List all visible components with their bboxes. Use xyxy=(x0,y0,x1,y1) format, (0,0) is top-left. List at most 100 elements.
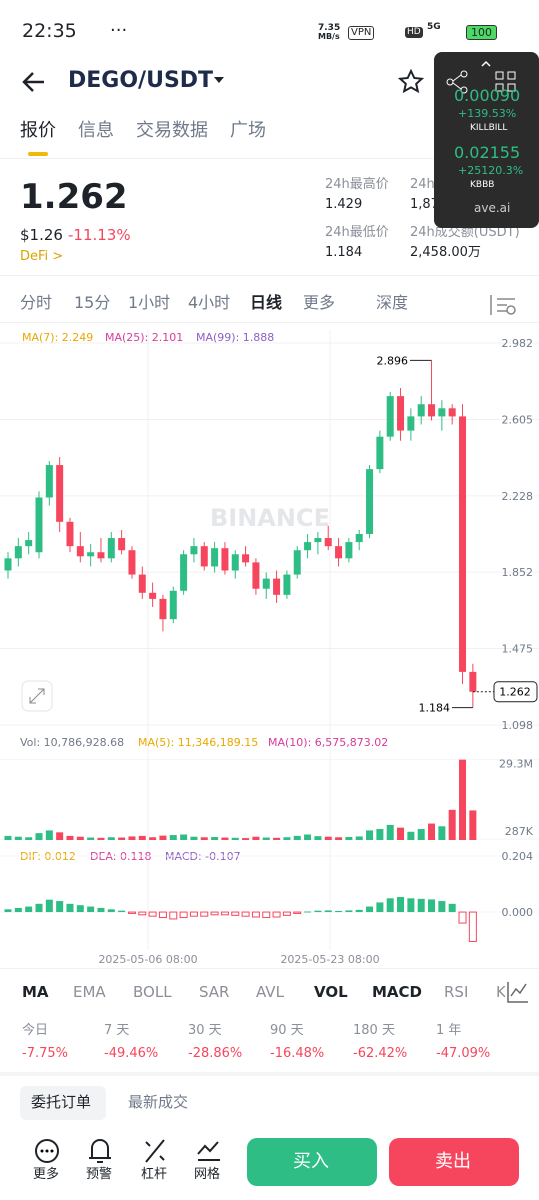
volume-bar xyxy=(335,837,343,840)
macd-bar xyxy=(138,911,147,916)
indicator-tab[interactable]: VOL xyxy=(314,983,348,1001)
macd-bar xyxy=(87,906,95,913)
ma-legend: MA(99): 1.888 xyxy=(196,331,274,344)
buy-button-bg[interactable] xyxy=(247,1138,377,1186)
volume-bar xyxy=(138,835,146,840)
pair-title[interactable]: DEGO/USDT xyxy=(68,68,214,93)
volume-bar xyxy=(35,833,43,840)
chart-settings-icon[interactable] xyxy=(506,980,530,1004)
volume-bar xyxy=(459,759,467,840)
buy-button[interactable]: 买入 xyxy=(293,1151,329,1172)
signal-icon: 5G xyxy=(427,22,441,32)
widget-name: KILLBILL xyxy=(470,123,508,133)
volume-bar xyxy=(448,809,456,840)
indicator-tab[interactable]: KDJ xyxy=(496,985,505,1000)
indicator-tab[interactable]: MA xyxy=(22,983,49,1001)
sell-button-bg[interactable] xyxy=(389,1138,519,1186)
interval-tab[interactable]: 15分 xyxy=(74,293,111,312)
nav-label[interactable]: 预警 xyxy=(86,1167,113,1182)
volume-bar xyxy=(407,831,415,840)
candle-body xyxy=(14,546,22,559)
nav-label[interactable]: 更多 xyxy=(33,1167,60,1182)
macd-bar xyxy=(189,911,198,917)
macd-bar xyxy=(169,911,178,920)
volume-bar xyxy=(14,836,22,840)
caret-icon[interactable] xyxy=(212,74,226,86)
settings-icon[interactable] xyxy=(489,293,519,317)
expand-icon xyxy=(29,688,45,704)
macd-bar xyxy=(397,896,405,913)
tab[interactable]: 交易数据 xyxy=(136,120,208,141)
volume-bar xyxy=(469,810,477,840)
stat-label: 24h最低价 xyxy=(325,225,389,240)
candle-body xyxy=(397,396,405,431)
candle-body xyxy=(56,465,64,522)
x-label: 2025-05-06 08:00 xyxy=(98,953,197,966)
back-icon[interactable] xyxy=(20,68,48,96)
interval-tab[interactable]: 1小时 xyxy=(128,293,171,312)
interval-tab[interactable]: 4小时 xyxy=(188,293,231,312)
indicator-tab[interactable]: RSI xyxy=(444,983,469,1001)
sector-tag[interactable]: DeFi > xyxy=(20,249,64,264)
price-change: -11.13% xyxy=(68,226,131,244)
nav-icons xyxy=(35,1139,220,1163)
macd-bar xyxy=(210,911,219,916)
macd-bar xyxy=(97,907,105,913)
last-price-label: 1.262 xyxy=(499,686,531,699)
macd-tick-label: 0.000 xyxy=(502,906,534,919)
interval-tab[interactable]: 分时 xyxy=(20,293,53,312)
candle-body xyxy=(376,436,384,470)
volume-bar xyxy=(304,834,312,840)
macd-bar xyxy=(158,911,167,919)
order-tab[interactable]: 委托订单 xyxy=(31,1093,92,1111)
nav-label[interactable]: 杠杆 xyxy=(141,1167,168,1182)
indicator-tab[interactable]: AVL xyxy=(256,983,284,1001)
candle-body xyxy=(283,574,291,595)
volume-bar xyxy=(87,837,95,840)
interval-tab[interactable]: 更多 xyxy=(303,293,336,312)
candle-body xyxy=(169,590,177,620)
tab[interactable]: 信息 xyxy=(78,120,114,141)
candle-body xyxy=(355,534,363,543)
indicator-tab[interactable]: MACD xyxy=(372,983,422,1001)
tab[interactable]: 报价 xyxy=(20,120,56,141)
candle-body xyxy=(35,497,43,553)
candle-body xyxy=(448,408,456,417)
floating-widget[interactable]: 0.00090 +139.53% KILLBILL 0.02155 +25120.3% K… xyxy=(434,52,539,228)
perf-label: 30 天 xyxy=(188,1023,222,1038)
candle-body xyxy=(273,578,281,595)
macd-bar xyxy=(335,910,343,913)
macd-bar xyxy=(304,911,312,913)
macd-bar xyxy=(376,902,384,913)
macd-legend: MACD: -0.107 xyxy=(165,850,241,863)
stat-label: 24h成交额(USDT) xyxy=(410,225,520,240)
macd-bar xyxy=(45,899,53,913)
interval-tab[interactable]: 日线 xyxy=(250,293,283,312)
indicator-tab[interactable]: SAR xyxy=(199,983,230,1001)
macd-bar xyxy=(272,911,281,918)
indicator-tab[interactable]: EMA xyxy=(73,983,106,1001)
candle-body xyxy=(366,469,374,534)
tab[interactable]: 广场 xyxy=(230,120,266,141)
volume-bar xyxy=(25,837,33,840)
interval-tab[interactable]: 深度 xyxy=(376,293,409,312)
macd-legend: DEA: 0.118 xyxy=(90,850,151,863)
macd-bar xyxy=(324,910,332,913)
nav-label[interactable]: 网格 xyxy=(194,1167,221,1182)
last-price: 1.262 xyxy=(20,177,128,217)
macd-bar xyxy=(231,911,240,916)
star-icon[interactable] xyxy=(398,69,424,95)
volume-bar xyxy=(169,835,177,840)
vol-legend: MA(5): 11,346,189.15 xyxy=(138,736,258,749)
sell-button[interactable]: 卖出 xyxy=(435,1151,471,1172)
candle-body xyxy=(180,554,188,591)
status-icon: ··· xyxy=(110,20,128,41)
macd-bar xyxy=(355,909,363,913)
tab-underline xyxy=(28,152,48,156)
volume-bar xyxy=(190,836,198,840)
order-tab[interactable]: 最新成交 xyxy=(128,1093,189,1111)
indicator-tab[interactable]: BOLL xyxy=(133,983,172,1001)
perf-value: -28.86% xyxy=(188,1046,243,1061)
macd-bar xyxy=(428,899,436,913)
candle-body xyxy=(211,548,219,567)
